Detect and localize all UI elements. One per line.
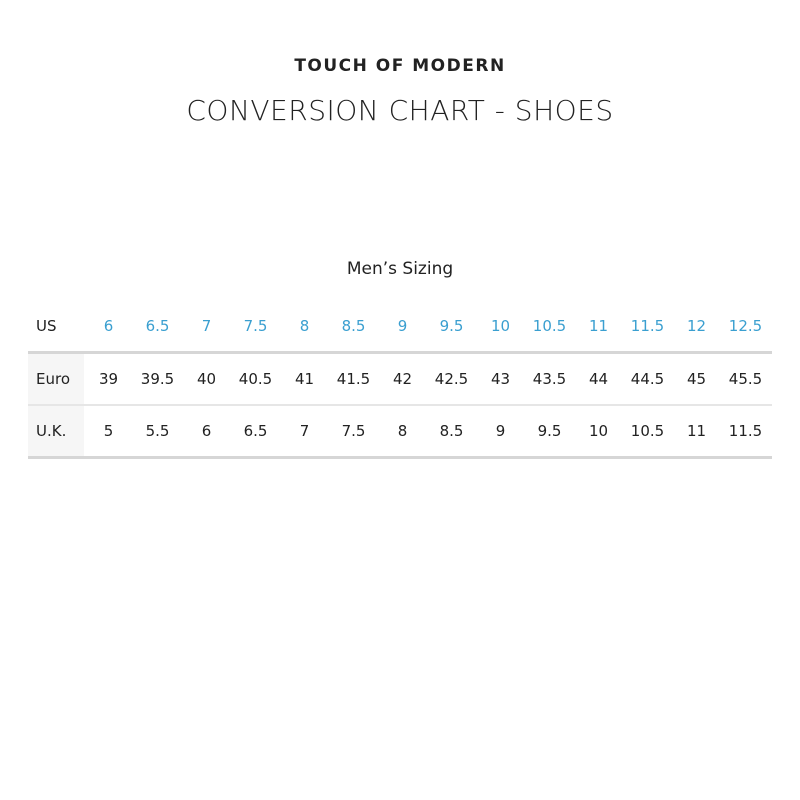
- table-row-euro: Euro 39 39.5 40 40.5 41 41.5 42 42.5 43 43.5 44 44.5…: [28, 354, 772, 406]
- table-cell: 7.5: [243, 317, 268, 335]
- table-cell: 12.5: [728, 317, 763, 335]
- size-conversion-table: US 6 6.5 7 7.5 8 8.5 9 9.5 10 10.5 11 11.5 12 12.5 Euro…: [28, 301, 772, 459]
- table-cell: 6.5: [243, 422, 268, 440]
- table-cell: 9.5: [439, 317, 464, 335]
- table-cell: 11.5: [728, 422, 763, 440]
- table-cell: 45: [686, 370, 707, 388]
- table-cell: 9: [495, 422, 506, 440]
- table-cell: 8: [299, 317, 310, 335]
- table-cell: 40: [196, 370, 217, 388]
- table-cell: 6: [103, 317, 114, 335]
- table-cell: 11.5: [630, 317, 665, 335]
- table-cell: 6: [201, 422, 212, 440]
- table-cell: 42: [392, 370, 413, 388]
- row-label: US: [36, 317, 57, 335]
- table-cell: 10.5: [630, 422, 665, 440]
- table-cell: 6.5: [145, 317, 170, 335]
- brand-logo: TOUCH OF MODERN: [294, 56, 506, 76]
- table-cell: 11: [686, 422, 707, 440]
- table-cell: 39: [98, 370, 119, 388]
- table-cell: 9: [397, 317, 408, 335]
- table-cell: 7: [201, 317, 212, 335]
- table-cell: 42.5: [434, 370, 469, 388]
- table-cell: 11: [588, 317, 609, 335]
- table-cell: 9.5: [537, 422, 562, 440]
- table-cell: 5: [103, 422, 114, 440]
- page-title: CONVERSION CHART - SHOES: [186, 94, 614, 127]
- table-cell: 7: [299, 422, 310, 440]
- table-cell: 7.5: [341, 422, 366, 440]
- table-cell: 10: [490, 317, 511, 335]
- table-cell: 45.5: [728, 370, 763, 388]
- table-cell: 44: [588, 370, 609, 388]
- table-cell: 8.5: [341, 317, 366, 335]
- table-cell: 5.5: [145, 422, 170, 440]
- table-cell: 44.5: [630, 370, 665, 388]
- row-label: Euro: [28, 354, 84, 404]
- table-cell: 8: [397, 422, 408, 440]
- table-cell: 8.5: [439, 422, 464, 440]
- table-cell: 10.5: [532, 317, 567, 335]
- table-cell: 43.5: [532, 370, 567, 388]
- table-cell: 12: [686, 317, 707, 335]
- section-subtitle: Men’s Sizing: [346, 259, 454, 279]
- table-cell: 41: [294, 370, 315, 388]
- table-cell: 41.5: [336, 370, 371, 388]
- table-row-uk: U.K. 5 5.5 6 6.5 7 7.5 8 8.5 9 9.5 10 10.5 11 11.5: [28, 406, 772, 459]
- table-cell: 10: [588, 422, 609, 440]
- table-cell: 40.5: [238, 370, 273, 388]
- table-cell: 43: [490, 370, 511, 388]
- row-label: U.K.: [28, 406, 84, 456]
- table-cell: 39.5: [140, 370, 175, 388]
- table-row-us: US 6 6.5 7 7.5 8 8.5 9 9.5 10 10.5 11 11.5 12 12.5: [28, 301, 772, 354]
